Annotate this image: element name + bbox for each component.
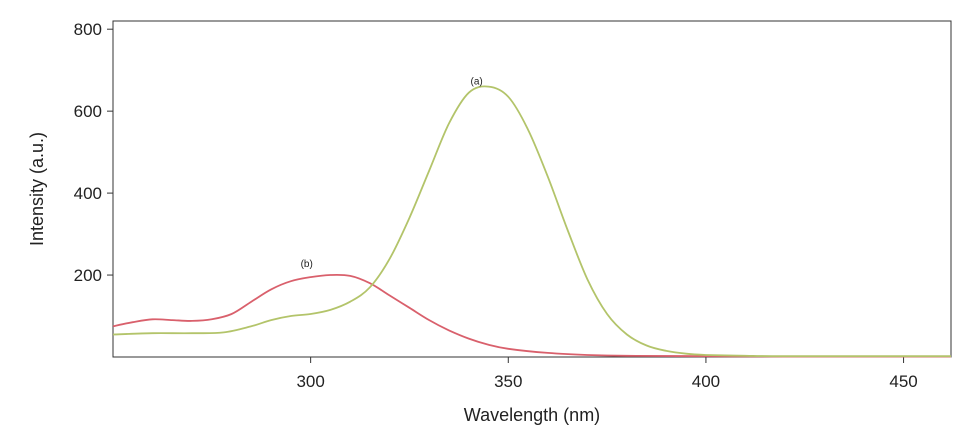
x-axis-title: Wavelength (nm) <box>464 405 600 425</box>
y-tick-label: 400 <box>74 184 102 203</box>
x-tick-label: 350 <box>494 372 522 391</box>
annotations: (a) (b) <box>301 77 483 270</box>
y-axis: 200 400 600 800 <box>74 20 113 285</box>
series-annotation: (b) <box>301 259 313 270</box>
series-line-a <box>112 85 951 358</box>
x-tick-label: 450 <box>889 372 917 391</box>
x-tick-label: 300 <box>296 372 324 391</box>
series-layer <box>112 85 952 358</box>
y-tick-label: 600 <box>74 102 102 121</box>
y-tick-label: 200 <box>74 266 102 285</box>
x-axis: 300 350 400 450 <box>296 357 918 391</box>
series-line-b <box>112 273 952 358</box>
x-tick-label: 400 <box>692 372 720 391</box>
y-tick-label: 800 <box>74 20 102 39</box>
series-annotation: (a) <box>471 77 483 88</box>
plot-frame <box>112 20 952 358</box>
y-axis-title: Intensity (a.u.) <box>27 132 47 246</box>
